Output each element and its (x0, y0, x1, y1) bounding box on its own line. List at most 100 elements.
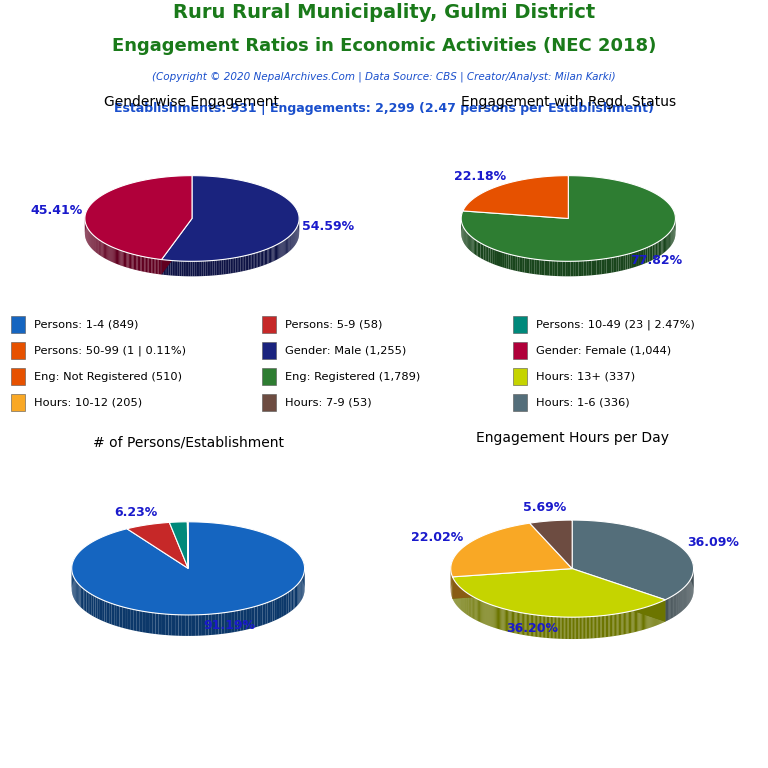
Polygon shape (616, 614, 617, 636)
Polygon shape (476, 598, 477, 621)
Polygon shape (296, 584, 297, 607)
Polygon shape (580, 617, 581, 639)
Polygon shape (194, 261, 196, 276)
Polygon shape (99, 240, 100, 256)
Polygon shape (638, 609, 640, 631)
Polygon shape (552, 261, 554, 276)
Polygon shape (205, 261, 207, 276)
Polygon shape (634, 611, 635, 632)
Polygon shape (621, 613, 623, 635)
Polygon shape (182, 615, 185, 636)
Polygon shape (132, 254, 134, 270)
Polygon shape (85, 590, 87, 612)
Polygon shape (243, 609, 247, 631)
Polygon shape (519, 612, 521, 634)
Text: Gender: Female (1,044): Gender: Female (1,044) (536, 346, 671, 356)
Polygon shape (599, 260, 601, 274)
Polygon shape (209, 614, 212, 635)
Polygon shape (609, 258, 611, 273)
Polygon shape (668, 598, 669, 621)
Polygon shape (666, 599, 667, 621)
Polygon shape (488, 247, 491, 263)
Text: Hours: 13+ (337): Hours: 13+ (337) (536, 372, 635, 382)
FancyBboxPatch shape (12, 369, 25, 385)
Polygon shape (159, 259, 160, 274)
Polygon shape (523, 613, 525, 635)
Text: 91.19%: 91.19% (203, 619, 255, 632)
Polygon shape (143, 257, 144, 272)
Polygon shape (549, 617, 551, 638)
Polygon shape (78, 584, 79, 606)
Polygon shape (595, 616, 596, 638)
Polygon shape (161, 218, 192, 274)
Polygon shape (642, 608, 643, 631)
Polygon shape (202, 261, 204, 276)
Polygon shape (114, 604, 117, 626)
Polygon shape (601, 616, 603, 637)
Polygon shape (236, 257, 237, 273)
Polygon shape (127, 522, 188, 568)
Polygon shape (213, 260, 214, 276)
Polygon shape (466, 232, 467, 248)
Polygon shape (502, 252, 504, 268)
Polygon shape (485, 603, 486, 625)
Polygon shape (193, 261, 194, 276)
Polygon shape (467, 233, 468, 249)
Polygon shape (260, 604, 263, 626)
Polygon shape (647, 607, 648, 628)
Polygon shape (627, 611, 629, 634)
Polygon shape (140, 611, 143, 632)
Polygon shape (281, 595, 283, 617)
Polygon shape (485, 246, 487, 261)
Polygon shape (185, 261, 187, 276)
Polygon shape (82, 588, 84, 610)
Polygon shape (644, 607, 645, 630)
Polygon shape (249, 254, 250, 270)
Polygon shape (585, 617, 587, 639)
Polygon shape (134, 254, 135, 270)
Polygon shape (551, 617, 552, 638)
Polygon shape (170, 260, 172, 276)
Polygon shape (110, 246, 111, 261)
Polygon shape (227, 259, 229, 274)
Polygon shape (671, 596, 672, 618)
Polygon shape (174, 260, 176, 276)
Polygon shape (515, 256, 518, 271)
Polygon shape (648, 606, 650, 628)
Polygon shape (513, 255, 515, 270)
Polygon shape (527, 258, 529, 273)
Polygon shape (96, 597, 98, 619)
Polygon shape (544, 616, 545, 638)
Polygon shape (205, 614, 209, 635)
Polygon shape (122, 607, 125, 628)
Polygon shape (528, 614, 529, 636)
Polygon shape (532, 614, 533, 637)
Polygon shape (246, 255, 247, 270)
Polygon shape (240, 610, 243, 631)
Polygon shape (298, 582, 300, 604)
Polygon shape (659, 602, 660, 624)
Polygon shape (288, 237, 289, 253)
Polygon shape (563, 617, 564, 639)
Polygon shape (125, 252, 126, 267)
Polygon shape (292, 588, 293, 611)
Polygon shape (601, 259, 604, 274)
Polygon shape (632, 611, 634, 633)
Polygon shape (237, 610, 240, 631)
Polygon shape (637, 609, 638, 631)
Polygon shape (670, 597, 671, 619)
Polygon shape (657, 603, 659, 625)
Polygon shape (77, 582, 78, 604)
Polygon shape (505, 609, 506, 631)
Polygon shape (285, 239, 286, 254)
Polygon shape (172, 260, 174, 276)
Polygon shape (134, 610, 137, 631)
Polygon shape (612, 614, 614, 637)
Polygon shape (665, 236, 666, 252)
Polygon shape (172, 614, 175, 636)
Polygon shape (91, 594, 94, 617)
Polygon shape (520, 257, 522, 272)
Polygon shape (570, 617, 571, 639)
Polygon shape (164, 260, 165, 275)
Polygon shape (654, 243, 656, 259)
